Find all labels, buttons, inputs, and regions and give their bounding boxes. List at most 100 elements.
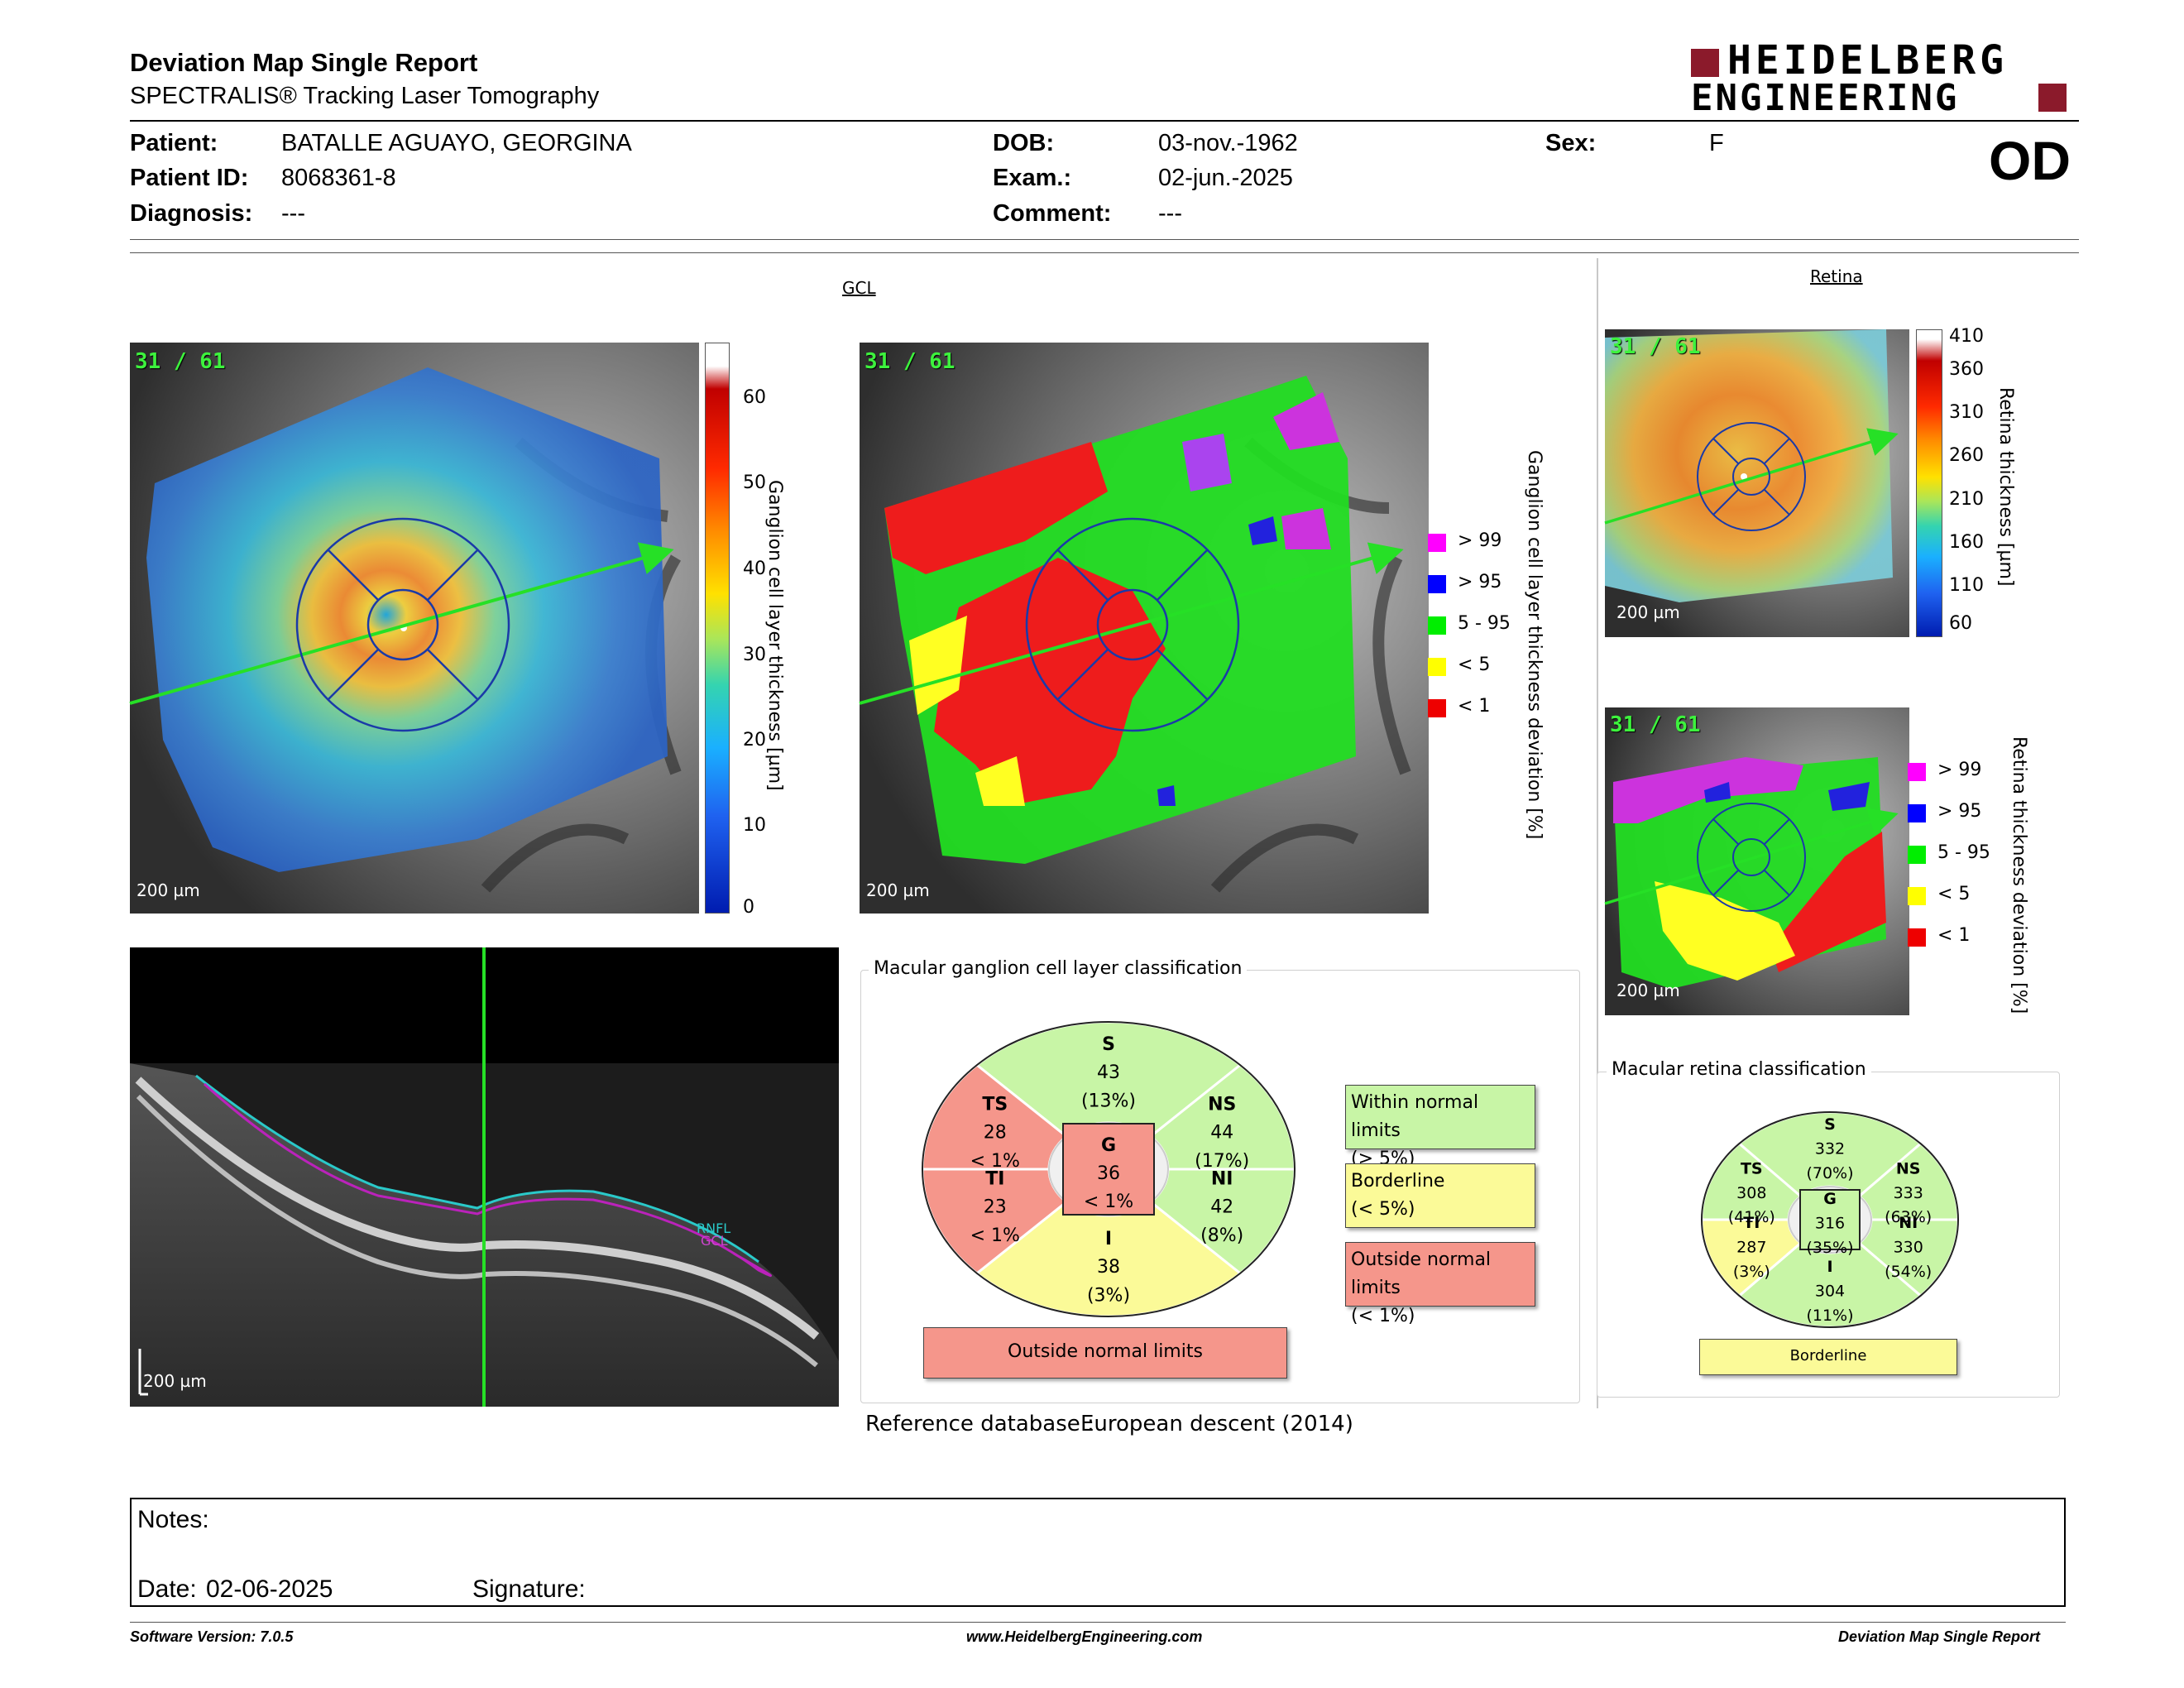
gcl-classification-result: Outside normal limits [923,1327,1287,1379]
retina-tick-310: 310 [1949,402,1984,423]
retina-class-i-pct: (11%) [1806,1307,1853,1325]
bscan-svg [130,947,839,1407]
gcl-deviation-scalebar: 200 µm [866,880,930,900]
patient-id-label: Patient ID: [130,165,249,191]
gcl-class-ts-name: TS [982,1095,1008,1115]
retina-deviation-svg [1605,707,1909,1015]
retina-class-ni-pct: (54%) [1885,1263,1932,1281]
retina-class-ns-name: NS [1896,1159,1921,1177]
gcl-class-i-name: I [1105,1229,1112,1249]
gcl-class-outline [922,1021,1296,1317]
gcl-deviation-map: 31 / 61 200 µm [860,343,1429,914]
gcl-legend-swatch-1 [1428,575,1446,593]
retina-classification-title: Macular retina classification [1607,1059,1871,1080]
gcl-thickness-colorbar [705,343,730,914]
legend-borderline-text: Borderline [1351,1171,1445,1192]
dob-value: 03-nov.-1962 [1158,130,1298,156]
retina-tick-410: 410 [1949,326,1984,347]
retina-class-ti-value: 287 [1736,1239,1766,1257]
retina-tick-110: 110 [1949,575,1984,596]
patient-divider-2 [130,252,2079,253]
diagnosis-value: --- [281,200,305,227]
gcl-classification-chart: S 43 (13%) NS 44 (17%)NI 42 (8%) I 38 (3%) TI 23 < 1%… [921,1020,1296,1318]
gcl-tick-50: 50 [743,472,766,493]
signature-label: Signature: [472,1575,586,1603]
retina-classification-result: Borderline [1699,1339,1957,1375]
logo-square-bottom [2038,84,2067,112]
retina-legend-label-2: 5 - 95 [1937,842,1990,863]
gcl-legend-label-1: > 95 [1458,572,1502,592]
retina-deviation-count: 31 / 61 [1610,712,1701,737]
gcl-class-i-value: 38 [1097,1257,1120,1278]
gcl-thickness-svg [130,343,699,914]
gcl-classification-title: Macular ganglion cell layer classificati… [869,958,1248,979]
gcl-class-s-pct: (13%) [1081,1091,1136,1111]
retina-section-label: Retina [1810,266,1863,286]
retina-legend-label-3: < 5 [1937,884,1971,904]
report-type-footer: Deviation Map Single Report [1838,1628,2041,1645]
retina-class-ni-value: 330 [1894,1239,1923,1257]
gcl-tick-20: 20 [743,730,766,750]
retina-class-ti-pct: (3%) [1733,1263,1770,1281]
gcl-class-ts-pct: < 1% [970,1151,1020,1172]
exam-value: 02-jun.-2025 [1158,165,1293,191]
retina-thickness-scalebar: 200 µm [1616,602,1680,622]
retina-legend-label-0: > 99 [1937,760,1982,780]
gcl-thickness-axis-label: Ganglion cell layer thickness [µm] [764,480,785,791]
retina-class-ts-name: TS [1741,1159,1763,1177]
rnfl-label: RNFL [697,1220,731,1236]
comment-value: --- [1158,200,1182,227]
retina-deviation-axis-label: Retina thickness deviation [%] [2009,736,2029,1014]
gcl-class-ti-pct: < 1% [970,1225,1020,1246]
gcl-legend-label-3: < 5 [1458,655,1491,675]
gcl-legend-swatch-0 [1428,534,1446,552]
legend-outside-normal: Outside normal limits (< 1%) [1345,1242,1535,1326]
retina-class-g-value: 316 [1815,1214,1845,1232]
date-label: Date: [137,1575,197,1603]
retina-tick-160: 160 [1949,532,1984,553]
retina-class-i-name: I [1827,1258,1832,1276]
retina-class-ni-name: NI [1899,1214,1918,1232]
gcl-layer-label: GCL [701,1233,728,1249]
retina-tick-210: 210 [1949,489,1984,510]
logo-square-top [1691,49,1719,77]
notes-label: Notes: [137,1506,209,1533]
retina-legend-swatch-0 [1908,763,1926,781]
heidelberg-logo: HEIDELBERG ENGINEERING [1691,41,2080,117]
retina-class-ts-pct: (41%) [1728,1208,1775,1226]
gcl-class-i-pct: (3%) [1087,1285,1130,1306]
retina-class-g-pct: (35%) [1806,1239,1853,1257]
patient-divider-1 [130,239,2079,240]
diagnosis-label: Diagnosis: [130,200,253,227]
retina-thickness-count: 31 / 61 [1610,334,1701,359]
patient-label: Patient: [130,130,218,156]
legend-borderline-pct: (< 5%) [1351,1199,1415,1220]
software-version: Software Version: 7.0.5 [130,1628,294,1645]
retina-thickness-svg [1605,329,1909,637]
gcl-class-ni-pct: (8%) [1200,1225,1243,1246]
retina-class-ns-value: 333 [1894,1184,1923,1202]
gcl-legend-label-2: 5 - 95 [1458,613,1511,634]
gcl-class-g-name: G [1101,1135,1116,1156]
retina-class-sector-g [1799,1189,1861,1250]
website-link[interactable]: www.HeidelbergEngineering.com [966,1628,1203,1645]
retina-class-g-name: G [1823,1190,1837,1208]
gcl-class-s-name: S [1102,1034,1115,1055]
eye-indicator: OD [1989,130,2071,191]
gcl-class-s-value: 43 [1097,1062,1120,1083]
retina-classification-chart: S 332 (70%) NS 333 (63%)NI 330 (54%) I 304 (11%) TI… [1700,1110,1960,1329]
retina-tick-60: 60 [1949,613,1972,634]
column-divider [1597,258,1598,1408]
gcl-legend-swatch-4 [1428,699,1446,717]
oct-bscan-image: RNFL GCL 200 µm [130,947,839,1407]
gcl-tick-40: 40 [743,559,766,579]
retina-legend-swatch-4 [1908,928,1926,947]
gcl-class-ts-value: 28 [984,1123,1007,1144]
retina-class-ts-value: 308 [1736,1184,1766,1202]
gcl-thickness-count: 31 / 61 [135,349,226,374]
gcl-legend-swatch-2 [1428,616,1446,635]
gcl-deviation-axis-label: Ganglion cell layer thickness deviation … [1524,450,1545,840]
legend-within-normal: Within normal limits (> 5%) [1345,1085,1535,1169]
notes-box[interactable]: Notes: Date: 02-06-2025 Signature: [130,1498,2066,1607]
